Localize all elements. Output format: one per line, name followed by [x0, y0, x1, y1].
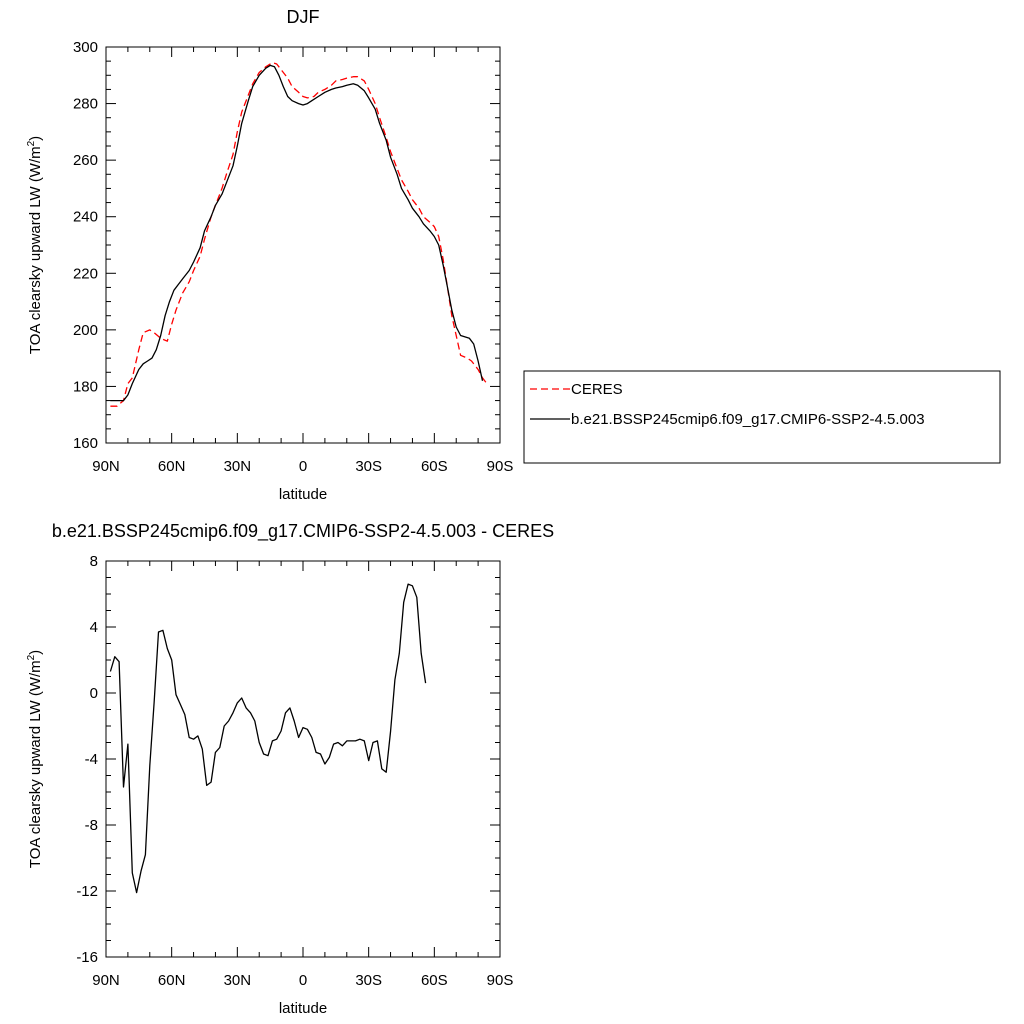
upper-y-tick-label: 240: [73, 209, 98, 226]
lower-plot-ticks: 90N 60N 30N 0 30S 60S 90S -16 -12 -8 -4 0 4 8: [76, 553, 513, 989]
upper-y-tick-label: 300: [73, 39, 98, 56]
upper-plot-y-axis-label: TOA clearsky upward LW (W/m2): [26, 136, 44, 354]
lower-x-tick-label: 30N: [224, 972, 252, 989]
lower-y-tick-label: 4: [90, 619, 98, 636]
lower-x-tick-label: 60S: [421, 972, 448, 989]
lower-y-tick-label: -4: [85, 751, 98, 768]
upper-y-tick-label: 180: [73, 378, 98, 395]
upper-x-tick-label: 90S: [487, 458, 514, 475]
lower-y-tick-label: 8: [90, 553, 98, 570]
upper-x-tick-label: 60N: [158, 458, 186, 475]
lower-y-tick-label: -16: [76, 949, 98, 966]
legend-label-ceres: CERES: [571, 381, 623, 398]
lower-plot-series: [109, 583, 427, 894]
upper-y-tick-label: 200: [73, 322, 98, 339]
lower-series-line-0: [109, 583, 427, 894]
upper-series-line-0: [110, 61, 488, 407]
upper-plot-frame: [105, 46, 501, 444]
lower-y-tick-label: 0: [90, 685, 98, 702]
upper-x-tick-label: 60S: [421, 458, 448, 475]
upper-plot: DJF 90N 60N 30N 0 30S 60S 90S 160 180 200 220 240 26…: [26, 7, 513, 503]
lower-plot-y-axis-label: TOA clearsky upward LW (W/m2): [26, 650, 44, 868]
upper-series-line-1: [110, 64, 484, 402]
lower-x-tick-label: 30S: [355, 972, 382, 989]
lower-plot-title: b.e21.BSSP245cmip6.f09_g17.CMIP6-SSP2-4.…: [52, 521, 554, 542]
upper-y-tick-label: 220: [73, 265, 98, 282]
lower-x-tick-label: 90N: [92, 972, 120, 989]
upper-plot-x-axis-label: latitude: [279, 486, 327, 503]
upper-x-tick-label: 0: [299, 458, 307, 475]
upper-plot-title: DJF: [287, 7, 320, 27]
upper-x-tick-label: 30S: [355, 458, 382, 475]
upper-x-tick-label: 90N: [92, 458, 120, 475]
lower-y-tick-label: -8: [85, 817, 98, 834]
upper-y-tick-label: 280: [73, 96, 98, 113]
lower-x-tick-label: 90S: [487, 972, 514, 989]
lower-plot-frame: [105, 560, 501, 958]
upper-y-tick-label: 260: [73, 152, 98, 169]
legend-box: [523, 370, 1001, 464]
lower-plot-x-axis-label: latitude: [279, 1000, 327, 1017]
lower-y-tick-label: -12: [76, 883, 98, 900]
upper-plot-ticks: 90N 60N 30N 0 30S 60S 90S 160 180 200 220 240 260 280…: [73, 39, 513, 475]
upper-x-tick-label: 30N: [224, 458, 252, 475]
lower-plot: b.e21.BSSP245cmip6.f09_g17.CMIP6-SSP2-4.…: [26, 521, 554, 1017]
lower-x-tick-label: 60N: [158, 972, 186, 989]
legend: CERES b.e21.BSSP245cmip6.f09_g17.CMIP6-S…: [523, 370, 1001, 464]
legend-label-model: b.e21.BSSP245cmip6.f09_g17.CMIP6-SSP2-4.…: [571, 411, 925, 428]
upper-y-tick-label: 160: [73, 435, 98, 452]
upper-plot-series: [110, 61, 488, 407]
lower-x-tick-label: 0: [299, 972, 307, 989]
